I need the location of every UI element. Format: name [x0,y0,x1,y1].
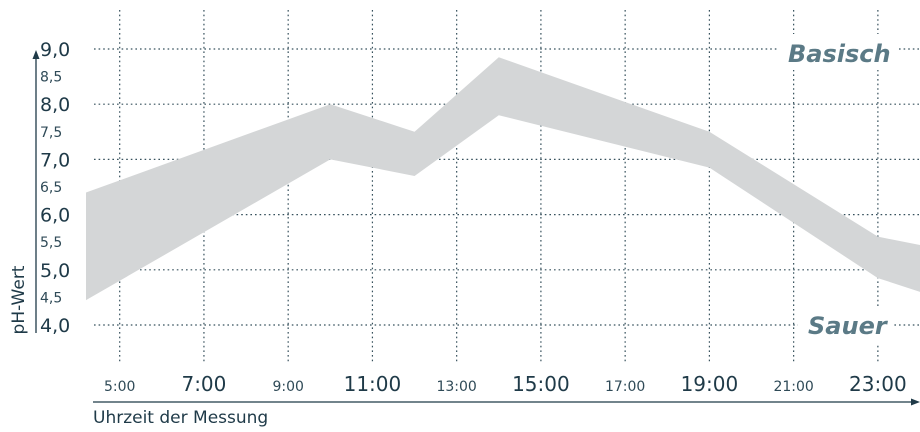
sauer-label: Sauer [808,312,889,340]
y-tick-labels: 9,0 8,5 8,0 7,5 7,0 6,5 6,0 5,5 5,0 4,5 4,0 [40,39,70,337]
y-tick-label: 8,0 [40,94,70,116]
sauer-label-bg [798,309,894,343]
x-tick-label: 17:00 [605,379,645,395]
y-tick-label: 6,5 [40,180,62,196]
y-tick-label: 7,0 [40,149,70,171]
x-tick-label: 11:00 [344,372,402,396]
y-tick-label: 5,5 [40,235,62,251]
x-axis-arrow [911,398,920,406]
x-tick-label: 19:00 [681,372,739,396]
x-tick-label: 15:00 [512,372,570,396]
y-tick-label: 4,5 [40,290,62,306]
x-tick-label: 13:00 [436,379,476,395]
x-tick-label: 21:00 [773,379,813,395]
axes [32,50,920,406]
x-axis-label: Uhrzeit der Messung [93,408,268,428]
y-tick-label: 9,0 [40,39,70,61]
y-tick-label: 8,5 [40,70,62,86]
basisch-label-bg [778,34,898,70]
y-axis-arrow [32,50,40,59]
ph-range-band [86,57,920,301]
y-tick-label: 4,0 [40,315,70,337]
x-tick-label: 5:00 [104,379,135,395]
y-tick-label: 7,5 [40,125,62,141]
basisch-label: Basisch [788,40,891,68]
x-tick-label: 23:00 [849,372,907,396]
x-tick-label: 7:00 [181,372,226,396]
x-tick-labels: 5:00 7:00 9:00 11:00 13:00 15:00 17:00 19:00 21:… [104,372,907,396]
y-tick-label: 5,0 [40,260,70,282]
x-tick-label: 9:00 [272,379,303,395]
y-tick-label: 6,0 [40,205,70,227]
y-axis-label: pH-Wert [9,265,29,334]
